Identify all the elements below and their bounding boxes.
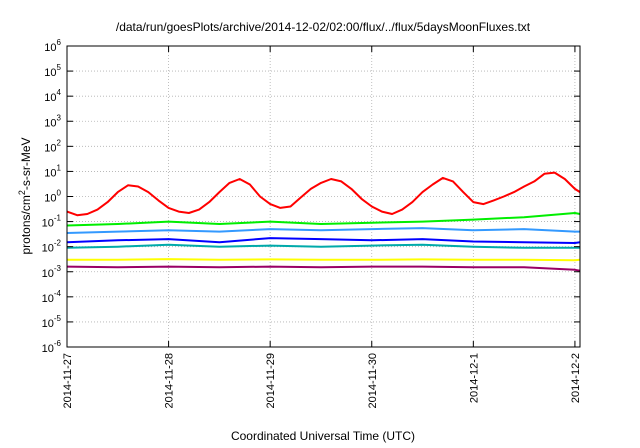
y-tick-label: 10-1 bbox=[42, 214, 62, 230]
x-tick-label: 2014-11-29 bbox=[265, 353, 277, 408]
y-axis-label-sup: 2 bbox=[17, 190, 27, 195]
x-tick-label: 2014-11-28 bbox=[164, 353, 176, 408]
y-tick-label: 10-4 bbox=[42, 289, 62, 305]
chart-title: /data/run/goesPlots/archive/2014-12-02/0… bbox=[116, 20, 531, 34]
x-tick-label: 2014-12-2 bbox=[570, 353, 582, 403]
x-tick-label: 2014-11-30 bbox=[367, 353, 379, 408]
x-axis-label: Coordinated Universal Time (UTC) bbox=[231, 429, 415, 443]
y-tick-label: 101 bbox=[44, 163, 61, 179]
ticks bbox=[66, 45, 580, 348]
y-tick-label: 100 bbox=[44, 189, 61, 205]
y-axis-label-rest: -s-sr-MeV bbox=[19, 137, 33, 190]
series-line bbox=[66, 171, 581, 217]
y-tick-label: 105 bbox=[44, 63, 61, 79]
y-tick-labels: 10-6 10-5 10-4 10-3 10-2 10-1 100 101 102 103 104 1… bbox=[42, 38, 62, 355]
y-tick-label: 10-3 bbox=[42, 264, 62, 280]
x-tick-label: 2014-12-1 bbox=[468, 353, 480, 403]
series-layer bbox=[66, 171, 581, 272]
y-tick-label: 104 bbox=[44, 88, 61, 104]
y-axis-label-main: protons/cm bbox=[19, 195, 33, 254]
series-line bbox=[66, 227, 580, 234]
series-line bbox=[66, 212, 581, 227]
y-axis-label: protons/cm2-s-sr-MeV bbox=[17, 137, 33, 254]
y-tick-label: 10-2 bbox=[42, 239, 62, 255]
y-tick-label: 102 bbox=[44, 138, 61, 154]
y-tick-label: 10-5 bbox=[42, 314, 62, 330]
y-tick-label: 103 bbox=[44, 113, 61, 129]
series-line bbox=[66, 265, 581, 272]
y-tick-label: 106 bbox=[44, 38, 61, 54]
series-line bbox=[67, 258, 581, 262]
x-tick-labels: 2014-11-27 2014-11-28 2014-11-29 2014-11-30… bbox=[62, 353, 582, 408]
y-tick-label: 10-6 bbox=[42, 339, 62, 355]
x-tick-label: 2014-11-27 bbox=[62, 353, 74, 408]
series-line bbox=[66, 237, 581, 244]
series-line bbox=[66, 243, 580, 249]
